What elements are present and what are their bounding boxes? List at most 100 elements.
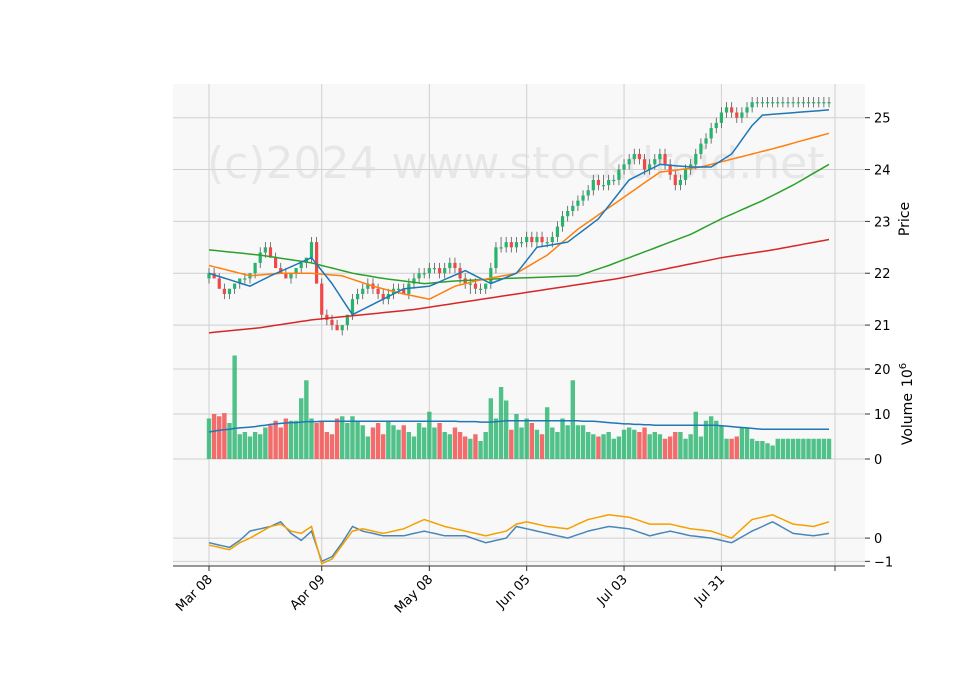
volume-bar: [524, 418, 529, 459]
moving-average-lines: [208, 109, 830, 334]
candle-body: [694, 153, 698, 165]
volume-bar: [411, 436, 417, 459]
volume-axis-label-text: Volume: [900, 393, 916, 445]
volume-bar: [334, 418, 340, 459]
candle-body: [509, 242, 513, 248]
candle-body: [412, 278, 416, 284]
candle-body: [489, 268, 493, 284]
volume-bar: [493, 418, 499, 459]
volume-bar: [575, 425, 581, 459]
volume-bar: [555, 432, 560, 459]
candle-body: [217, 278, 221, 289]
candle-body: [519, 242, 524, 244]
candle-body: [478, 288, 483, 290]
candle-body: [581, 195, 585, 201]
volume-bar: [719, 425, 724, 459]
volume-bar: [826, 438, 832, 459]
volume-bar: [509, 429, 514, 459]
macd-line: [208, 520, 830, 563]
candle-body: [668, 164, 672, 175]
candle-body: [468, 283, 472, 285]
candle-body: [299, 262, 303, 269]
volume-bar: [729, 438, 734, 459]
volume-bar: [739, 427, 745, 459]
volume-bar: [401, 425, 406, 459]
candle-body: [514, 242, 519, 248]
volume-bar: [698, 436, 704, 459]
volume-bar: [288, 420, 294, 459]
volume-axis-exponent-base: 10: [900, 369, 916, 387]
volume-bar: [529, 423, 535, 459]
volume-bar: [340, 416, 345, 459]
volume-bar: [375, 423, 381, 459]
y-tick-label: 0: [874, 453, 882, 468]
candle-body: [376, 288, 380, 294]
candle-body: [525, 236, 529, 243]
candle-body: [309, 242, 314, 258]
volume-bar: [222, 413, 227, 459]
volume-bar: [227, 423, 232, 459]
candle-body: [745, 107, 749, 113]
candle-body: [284, 273, 288, 279]
candle-body: [427, 268, 431, 274]
x-tick-label: May 08: [392, 572, 436, 616]
volume-bar: [365, 436, 371, 459]
candle-body: [540, 236, 544, 243]
candle-body: [335, 325, 339, 331]
candle-body: [576, 200, 580, 206]
volume-bar: [673, 432, 678, 459]
volume-bar: [268, 425, 273, 459]
volume-bars: [206, 355, 832, 459]
volume-bar: [816, 438, 821, 459]
candle-body: [663, 153, 667, 165]
volume-bar: [514, 414, 519, 459]
volume-bar: [780, 438, 786, 459]
volume-bar: [657, 434, 663, 459]
volume-bar: [570, 380, 576, 459]
x-tick-label: Mar 08: [173, 572, 216, 615]
candle-body: [571, 205, 575, 212]
candle-body: [740, 112, 744, 118]
volume-bar: [806, 438, 811, 459]
candle-body: [340, 325, 344, 331]
volume-bar: [427, 411, 432, 459]
volume-bar: [304, 380, 309, 459]
volume-bar: [611, 438, 616, 459]
volume-bar: [370, 427, 376, 459]
candle-body: [530, 236, 534, 243]
candle-body: [709, 128, 713, 139]
candle-body: [437, 268, 442, 274]
candle-body: [484, 283, 488, 289]
volume-bar: [355, 420, 360, 459]
candle-body: [791, 102, 795, 104]
candle-body: [601, 185, 606, 187]
candle-body: [253, 262, 257, 274]
price-panel-bg: [173, 84, 865, 351]
ma-line-mid: [208, 132, 830, 300]
volume-bar: [237, 434, 242, 459]
candle-body: [596, 179, 601, 186]
volume-bar: [442, 432, 447, 459]
volume-bar: [749, 438, 755, 459]
volume-bar: [606, 432, 611, 459]
candle-body: [227, 288, 232, 294]
candle-body: [345, 314, 349, 326]
candle-body: [443, 268, 447, 274]
candle-body: [817, 102, 821, 104]
candle-body: [535, 236, 539, 243]
y-tick-label: 21: [874, 319, 891, 334]
volume-bar: [801, 438, 806, 459]
candle-body: [330, 319, 334, 326]
candle-body: [294, 268, 298, 274]
candle-body: [760, 102, 764, 104]
candle-body: [658, 153, 662, 160]
candle-body: [207, 273, 211, 279]
volume-bar: [360, 425, 365, 459]
candle-body: [673, 174, 677, 186]
volume-bar: [468, 438, 473, 459]
volume-bar: [283, 418, 289, 459]
volume-bar: [345, 423, 350, 459]
volume-bar: [714, 420, 719, 459]
candle-body: [263, 247, 267, 253]
candle-body: [648, 164, 652, 170]
